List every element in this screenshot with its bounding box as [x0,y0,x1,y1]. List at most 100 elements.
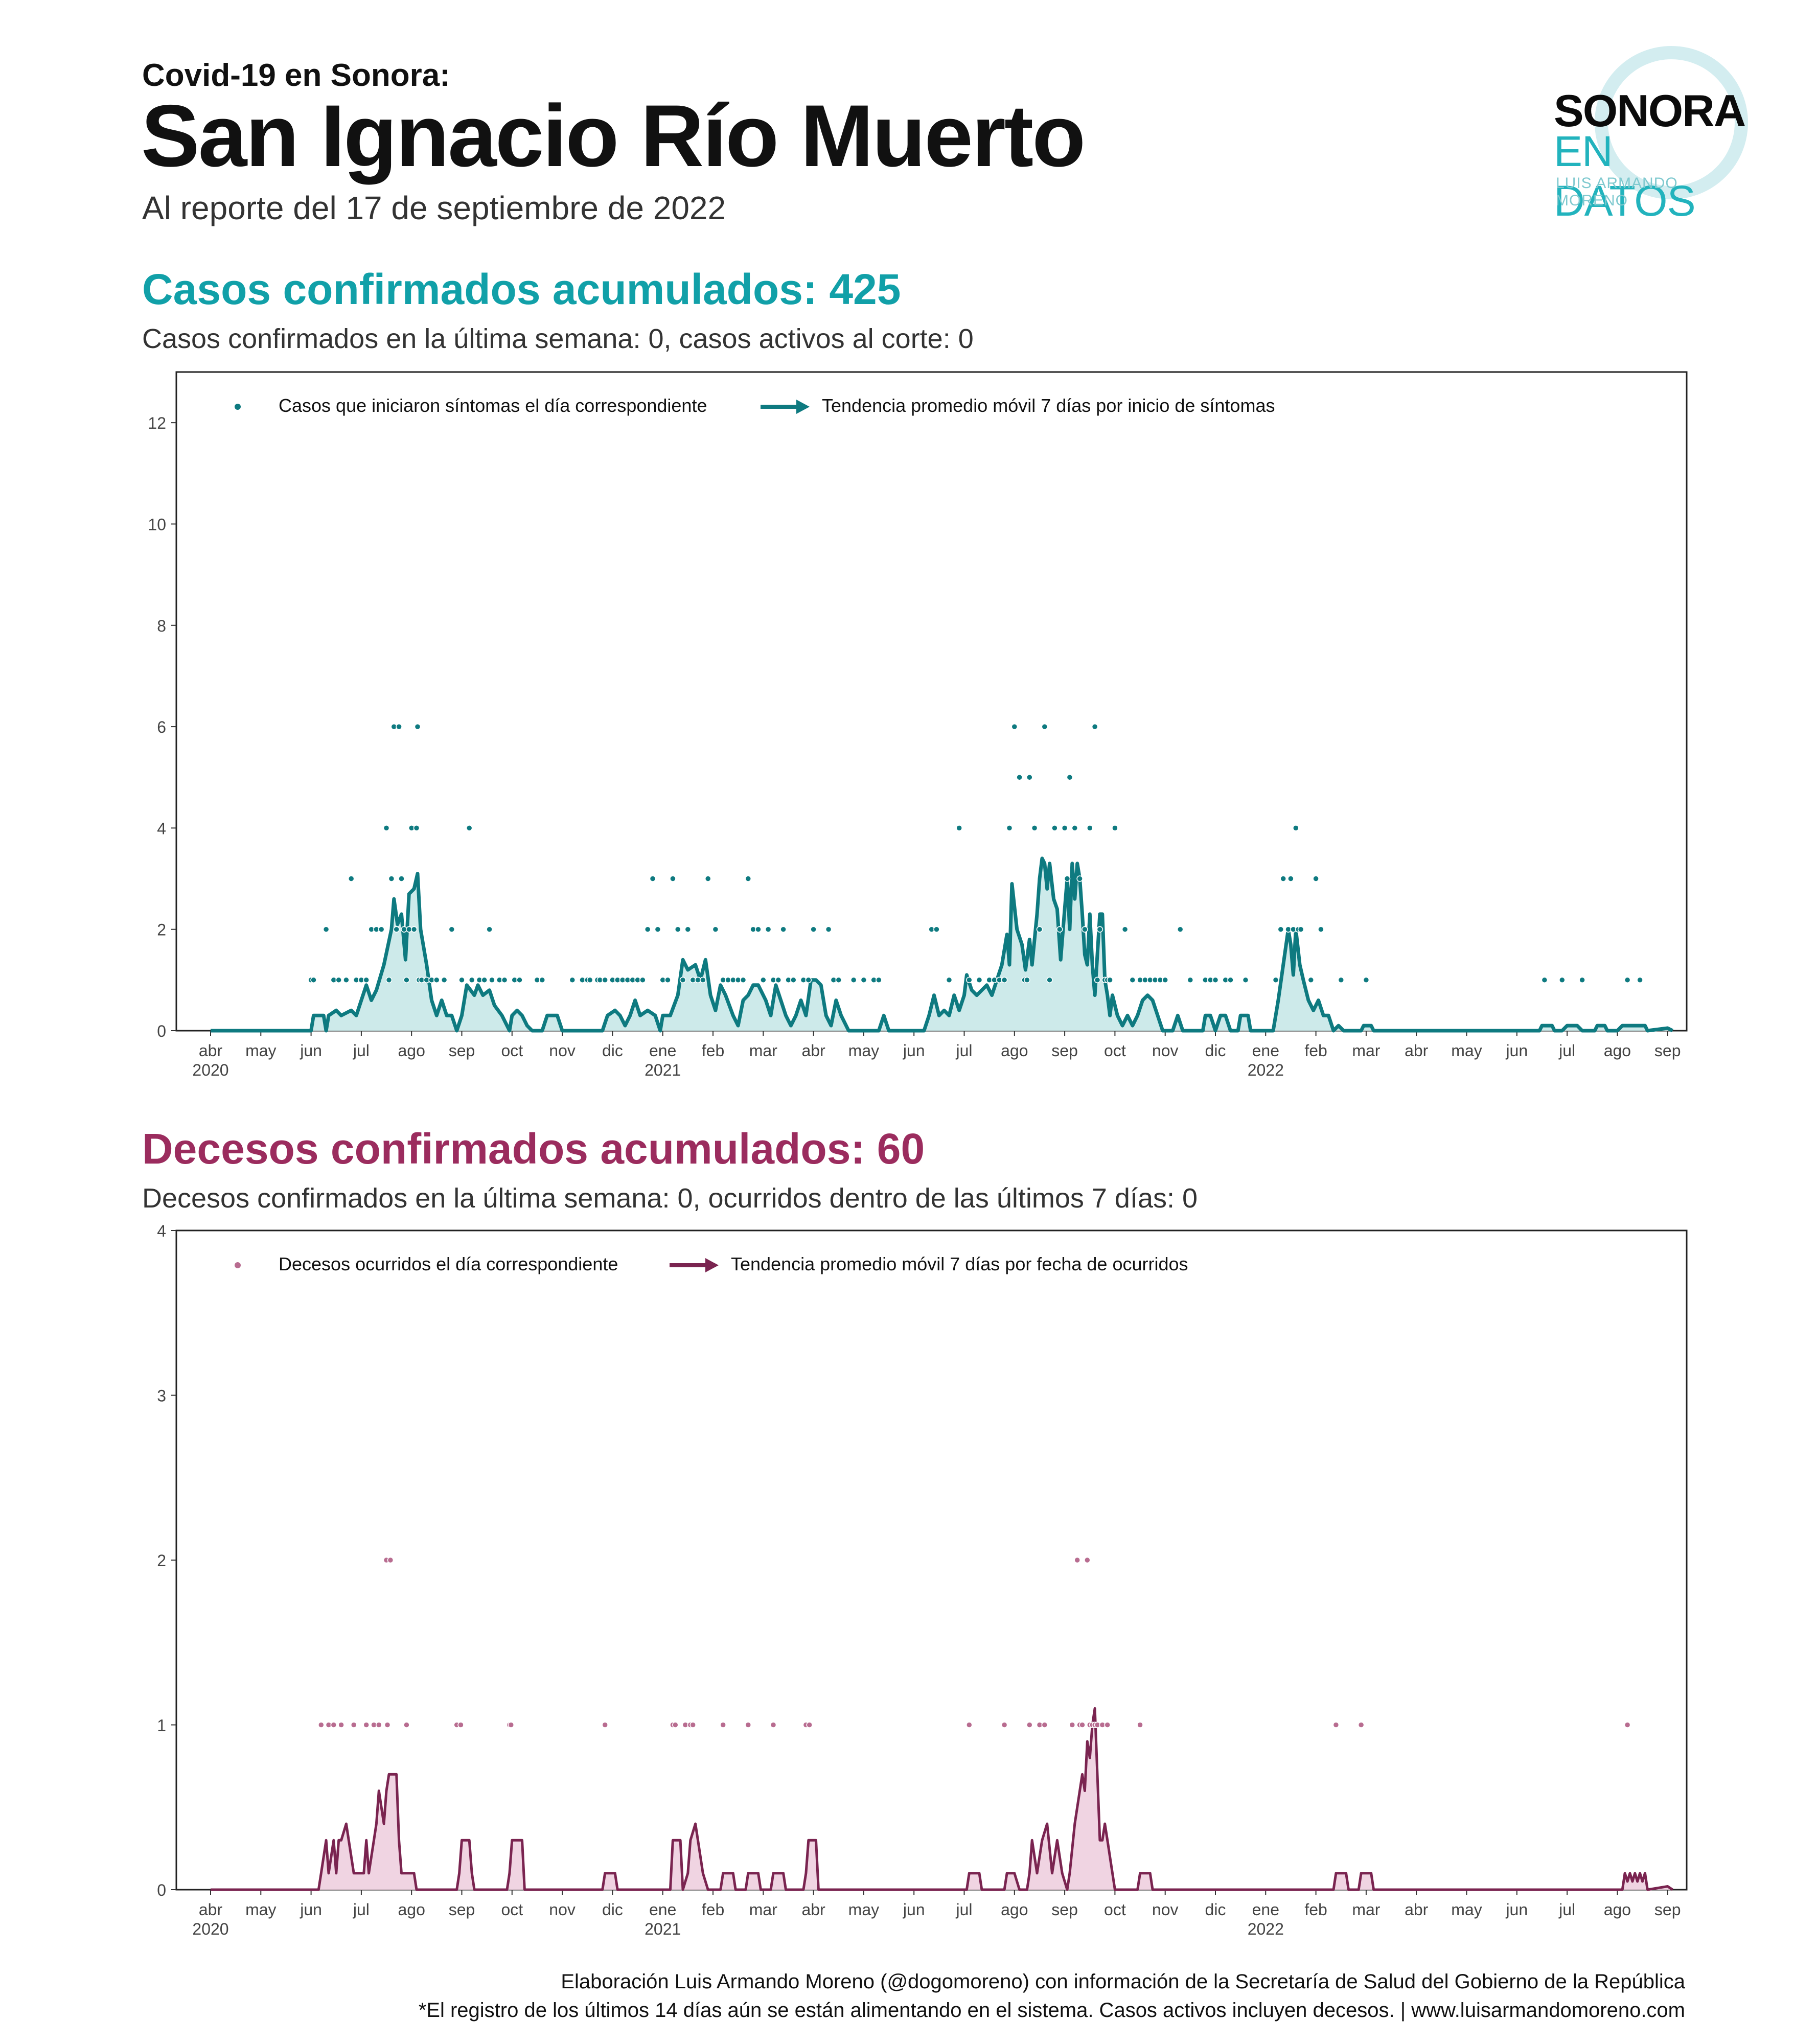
deaths-data-point [1074,1557,1080,1564]
deaths-subheading: Decesos confirmados en la última semana:… [142,1183,1198,1214]
cases-data-point [1280,875,1286,882]
cases-x-tick-label: may [245,1041,276,1060]
cases-data-point [684,926,692,933]
cases-data-point [1071,825,1078,831]
cases-legend-arrow-icon [796,400,810,414]
deaths-data-point [457,1722,464,1728]
deaths-chart: 0 1 2 3 4 abr may jun jul ago sep oct nov dic ene feb ma… [157,1222,1688,1938]
cases-data-point [396,723,402,730]
deaths-data-point [508,1722,515,1728]
cases-data-point [393,926,400,933]
deaths-data-point [1079,1722,1086,1728]
deaths-heading: Decesos confirmados acumulados: 60 [142,1125,925,1173]
cases-data-point [1177,926,1184,933]
cases-x-tick-label: sep [449,1041,475,1060]
deaths-data-point [966,1722,973,1728]
cases-x-tick-label: ago [1604,1041,1631,1060]
cases-y-tick-label: 0 [157,1022,166,1040]
cases-x-tick-label: oct [501,1041,523,1060]
cases-data-point [378,926,385,933]
cases-data-point [1579,977,1585,984]
cases-data-point [860,977,867,984]
cases-x-tick-label: jun [903,1041,925,1060]
cases-data-point [1026,774,1033,781]
cases-x-tick-label: jul [955,1041,972,1060]
cases-data-point [679,977,686,984]
deaths-legend-point-icon [235,1262,241,1268]
deaths-y-tick-label: 1 [157,1716,166,1735]
deaths-x-tick-label: sep [1654,1900,1681,1919]
deaths-legend-label-points: Decesos ocurridos el día correspondiente [279,1253,618,1274]
deaths-data-point [720,1722,726,1728]
cases-data-point [414,723,421,730]
deaths-y-tick-label: 0 [157,1881,166,1899]
deaths-x-tick-label: ago [1604,1900,1631,1919]
cases-legend-point-icon [235,404,241,410]
deaths-x-tick-label: may [1451,1900,1482,1919]
cases-data-point [468,977,475,984]
cases-moving-average-area [211,858,1673,1031]
cases-x-tick-label: nov [1152,1041,1179,1060]
cases-data-point [1363,977,1370,984]
cases-data-point [1091,723,1098,730]
cases-data-point [966,977,973,984]
cases-data-point [448,926,455,933]
cases-x-tick-label: ago [1001,1041,1028,1060]
cases-x-year-label: 2022 [1248,1061,1284,1079]
cases-data-point [1293,825,1299,831]
cases-data-point [1024,977,1030,984]
deaths-moving-average-area [211,1708,1673,1890]
cases-data-point [654,926,661,933]
deaths-x-tick-label: abr [199,1900,223,1919]
cases-data-point [602,977,608,984]
deaths-x-tick-label: jul [955,1900,972,1919]
cases-data-point [1046,977,1053,984]
cases-data-point [1287,875,1294,882]
cases-data-point [649,875,656,882]
cases-data-point [1272,977,1279,984]
cases-data-point [1313,875,1319,882]
cases-data-point [489,977,495,984]
deaths-x-tick-label: dic [1205,1900,1226,1919]
cases-data-point [586,977,593,984]
deaths-x-tick-label: dic [602,1900,623,1919]
cases-data-point [388,875,395,882]
cases-data-point [704,875,711,882]
cases-data-point [433,977,440,984]
deaths-x-tick-label: jul [353,1900,370,1919]
deaths-x-tick-label: jun [300,1900,322,1919]
cases-moving-average-line [211,856,1674,1033]
cases-data-point [466,825,473,831]
cases-data-point [790,977,797,984]
cases-chart: 0 2 4 6 8 10 12 abr may jun jul ago sep oct nov dic ene f… [148,371,1688,1079]
cases-data-point [876,977,882,984]
cases-data-point [1187,977,1194,984]
cases-y-tick-label: 6 [157,718,166,736]
cases-y-tick-label: 12 [148,414,166,432]
cases-x-tick-label: may [848,1041,879,1060]
cases-data-point [1107,977,1113,984]
deaths-x-tick-label: oct [1104,1900,1126,1919]
cases-data-point [956,825,962,831]
cases-data-point [755,926,762,933]
cases-data-point [1031,825,1038,831]
logo-text-middle: EN DATOS [1554,127,1696,225]
deaths-y-tick-label: 4 [157,1222,166,1240]
cases-x-tick-label: ene [649,1041,676,1060]
cases-heading: Casos confirmados acumulados: 425 [142,265,901,313]
cases-data-point [1307,977,1315,984]
deaths-x-tick-label: oct [501,1900,523,1919]
cases-data-point [1129,977,1136,984]
deaths-x-tick-label: nov [1152,1900,1179,1919]
cases-data-point [712,926,719,933]
deaths-x-tick-label: mar [1352,1900,1380,1919]
deaths-data-point [376,1722,382,1728]
cases-data-point [539,977,546,984]
cases-data-point [1277,926,1284,933]
cases-legend-label-trend: Tendencia promedio móvil 7 días por inic… [822,395,1275,416]
deaths-legend-label-trend: Tendencia promedio móvil 7 días por fech… [731,1253,1188,1274]
cases-x-tick-label: oct [1104,1041,1126,1060]
cases-data-point [1162,977,1168,984]
cases-x-tick-label: abr [1405,1041,1429,1060]
deaths-x-year-label: 2021 [645,1920,681,1938]
